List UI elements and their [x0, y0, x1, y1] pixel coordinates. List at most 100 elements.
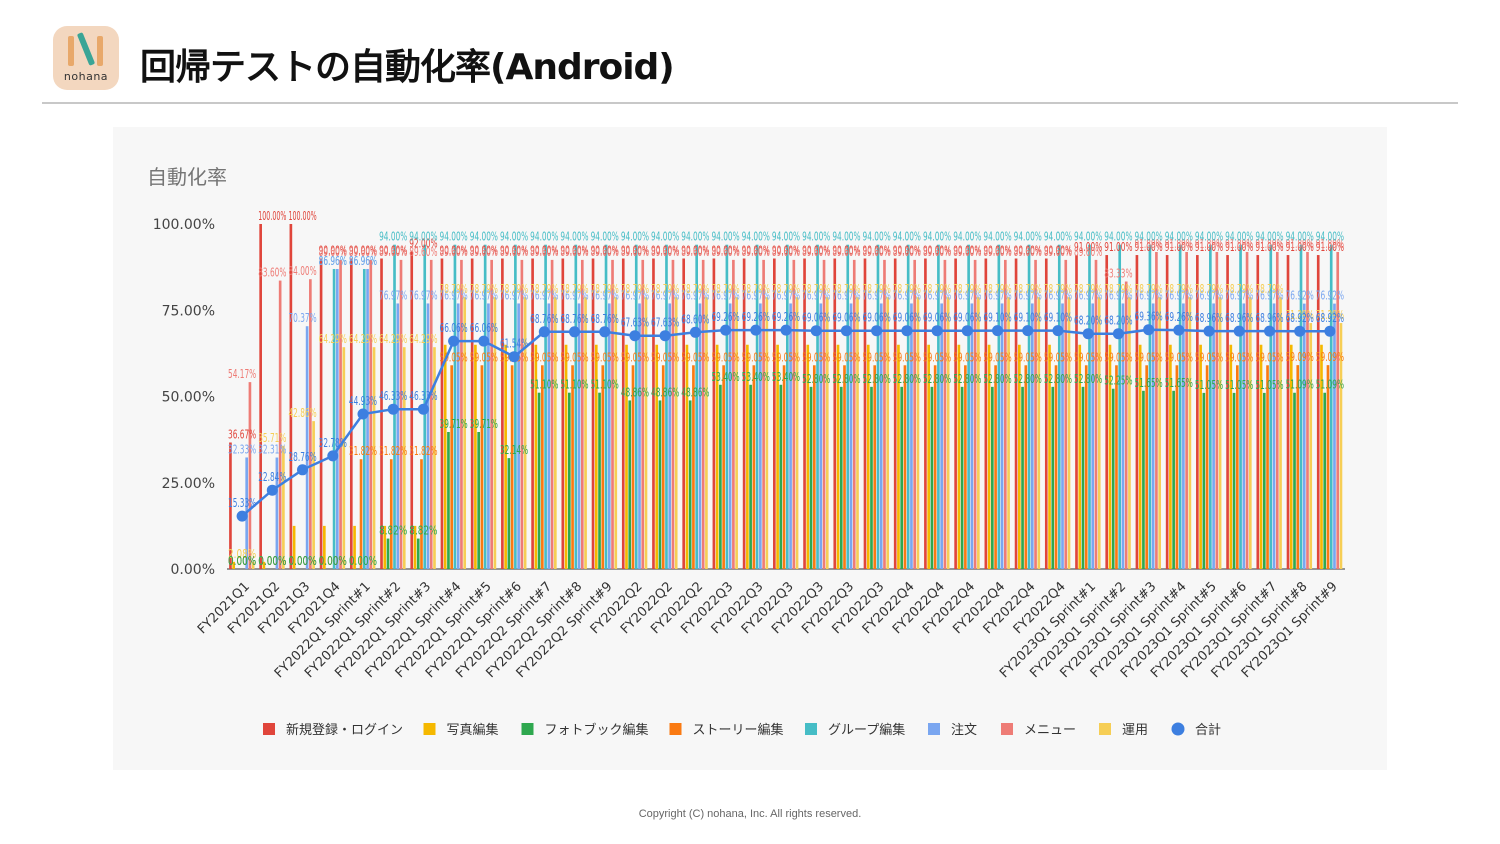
- total-point: [659, 330, 671, 342]
- total-data-label: 68.96%: [1195, 311, 1223, 325]
- bar: [561, 258, 565, 569]
- bar: [665, 244, 668, 569]
- bar: [607, 303, 611, 569]
- bar: [453, 244, 457, 569]
- data-label: 59.05%: [440, 350, 468, 364]
- data-label: 76.97%: [1104, 288, 1132, 302]
- data-label: 53.40%: [711, 370, 739, 384]
- total-point: [629, 330, 641, 342]
- data-label: 91.00%: [1316, 240, 1344, 254]
- total-data-label: 44.93%: [349, 394, 377, 408]
- bar: [251, 561, 255, 569]
- data-label: 52.25%: [1104, 374, 1132, 388]
- total-data-label: 68.92%: [1316, 311, 1344, 325]
- total-point: [961, 325, 973, 337]
- bar: [534, 344, 538, 569]
- bar: [1075, 255, 1078, 570]
- data-label: 76.97%: [711, 288, 739, 302]
- bar: [359, 459, 363, 569]
- bar: [631, 365, 635, 569]
- total-data-label: 69.06%: [832, 311, 860, 325]
- data-label: 94.00%: [681, 230, 709, 244]
- data-label: 94.00%: [409, 230, 437, 244]
- bar: [812, 365, 816, 569]
- data-label: 59.09%: [1316, 350, 1344, 364]
- total-data-label: 67.63%: [651, 316, 679, 330]
- bar: [1299, 244, 1303, 569]
- bar: [910, 303, 913, 569]
- bar: [1262, 392, 1266, 569]
- legend-label: フォトブック編集: [545, 722, 649, 738]
- bar: [480, 365, 484, 569]
- bar: [380, 258, 383, 569]
- bar: [541, 365, 544, 569]
- bar: [625, 344, 628, 569]
- data-label: 59.05%: [560, 350, 588, 364]
- data-label: 59.05%: [1165, 350, 1193, 364]
- bar: [795, 297, 799, 569]
- bar: [1044, 258, 1048, 569]
- total-data-label: 69.06%: [893, 311, 921, 325]
- data-label: 32.31%: [258, 443, 286, 457]
- data-label: 90.00%: [621, 244, 649, 258]
- bar: [967, 244, 970, 569]
- bar: [822, 259, 826, 569]
- total-point: [720, 324, 732, 336]
- data-label: 76.97%: [1074, 288, 1102, 302]
- data-label: 52.80%: [1044, 372, 1072, 386]
- data-label: 91.00%: [1286, 240, 1314, 254]
- data-label: 76.97%: [953, 288, 981, 302]
- data-label: 78.79%: [1134, 282, 1162, 296]
- data-label: 0.00%: [258, 554, 286, 568]
- legend-label: 写真編集: [447, 722, 499, 738]
- bar: [591, 258, 595, 569]
- bar: [1064, 259, 1068, 569]
- data-label: 90.00%: [832, 244, 860, 258]
- data-label: 89.60%: [530, 245, 558, 259]
- data-label: 89.60%: [983, 245, 1011, 259]
- total-point: [266, 484, 278, 496]
- bar: [883, 259, 886, 569]
- bar: [836, 344, 840, 569]
- bar: [514, 244, 517, 569]
- bar: [577, 303, 581, 569]
- data-label: 76.97%: [923, 288, 951, 302]
- bar: [789, 303, 792, 569]
- bar: [1017, 344, 1021, 569]
- data-label: 59.05%: [1014, 350, 1042, 364]
- data-label: 76.97%: [832, 288, 860, 302]
- data-label: 0.00%: [288, 554, 316, 568]
- total-point: [357, 408, 369, 420]
- bar: [450, 365, 454, 569]
- data-label: 90.00%: [1044, 244, 1072, 258]
- bar: [433, 347, 436, 569]
- total-point: [1052, 325, 1064, 337]
- bar: [1259, 344, 1263, 569]
- bar: [1000, 303, 1004, 569]
- bar: [1142, 390, 1145, 569]
- bar: [638, 303, 641, 569]
- bar: [722, 365, 725, 569]
- bar: [1084, 365, 1088, 569]
- legend-marker: [1171, 722, 1185, 736]
- data-label: 89.60%: [772, 245, 800, 259]
- bar: [305, 326, 309, 569]
- legend-marker: [928, 723, 940, 735]
- bar: [927, 344, 930, 569]
- bar: [1111, 388, 1115, 569]
- data-label: 90.00%: [1014, 244, 1042, 258]
- data-label: 59.05%: [1104, 350, 1132, 364]
- data-label: 76.97%: [802, 288, 830, 302]
- bar: [779, 384, 783, 569]
- total-point: [810, 325, 822, 337]
- data-label: 94.00%: [1225, 230, 1253, 244]
- bar: [970, 303, 974, 569]
- bar: [510, 365, 514, 569]
- bar: [1034, 259, 1037, 569]
- bar: [984, 258, 988, 569]
- nohana-logo: nohana: [53, 26, 119, 90]
- legend-marker: [805, 723, 817, 735]
- total-data-label: 69.26%: [711, 310, 739, 324]
- data-label: 59.05%: [591, 350, 619, 364]
- y-tick-label: 0.00%: [171, 562, 215, 578]
